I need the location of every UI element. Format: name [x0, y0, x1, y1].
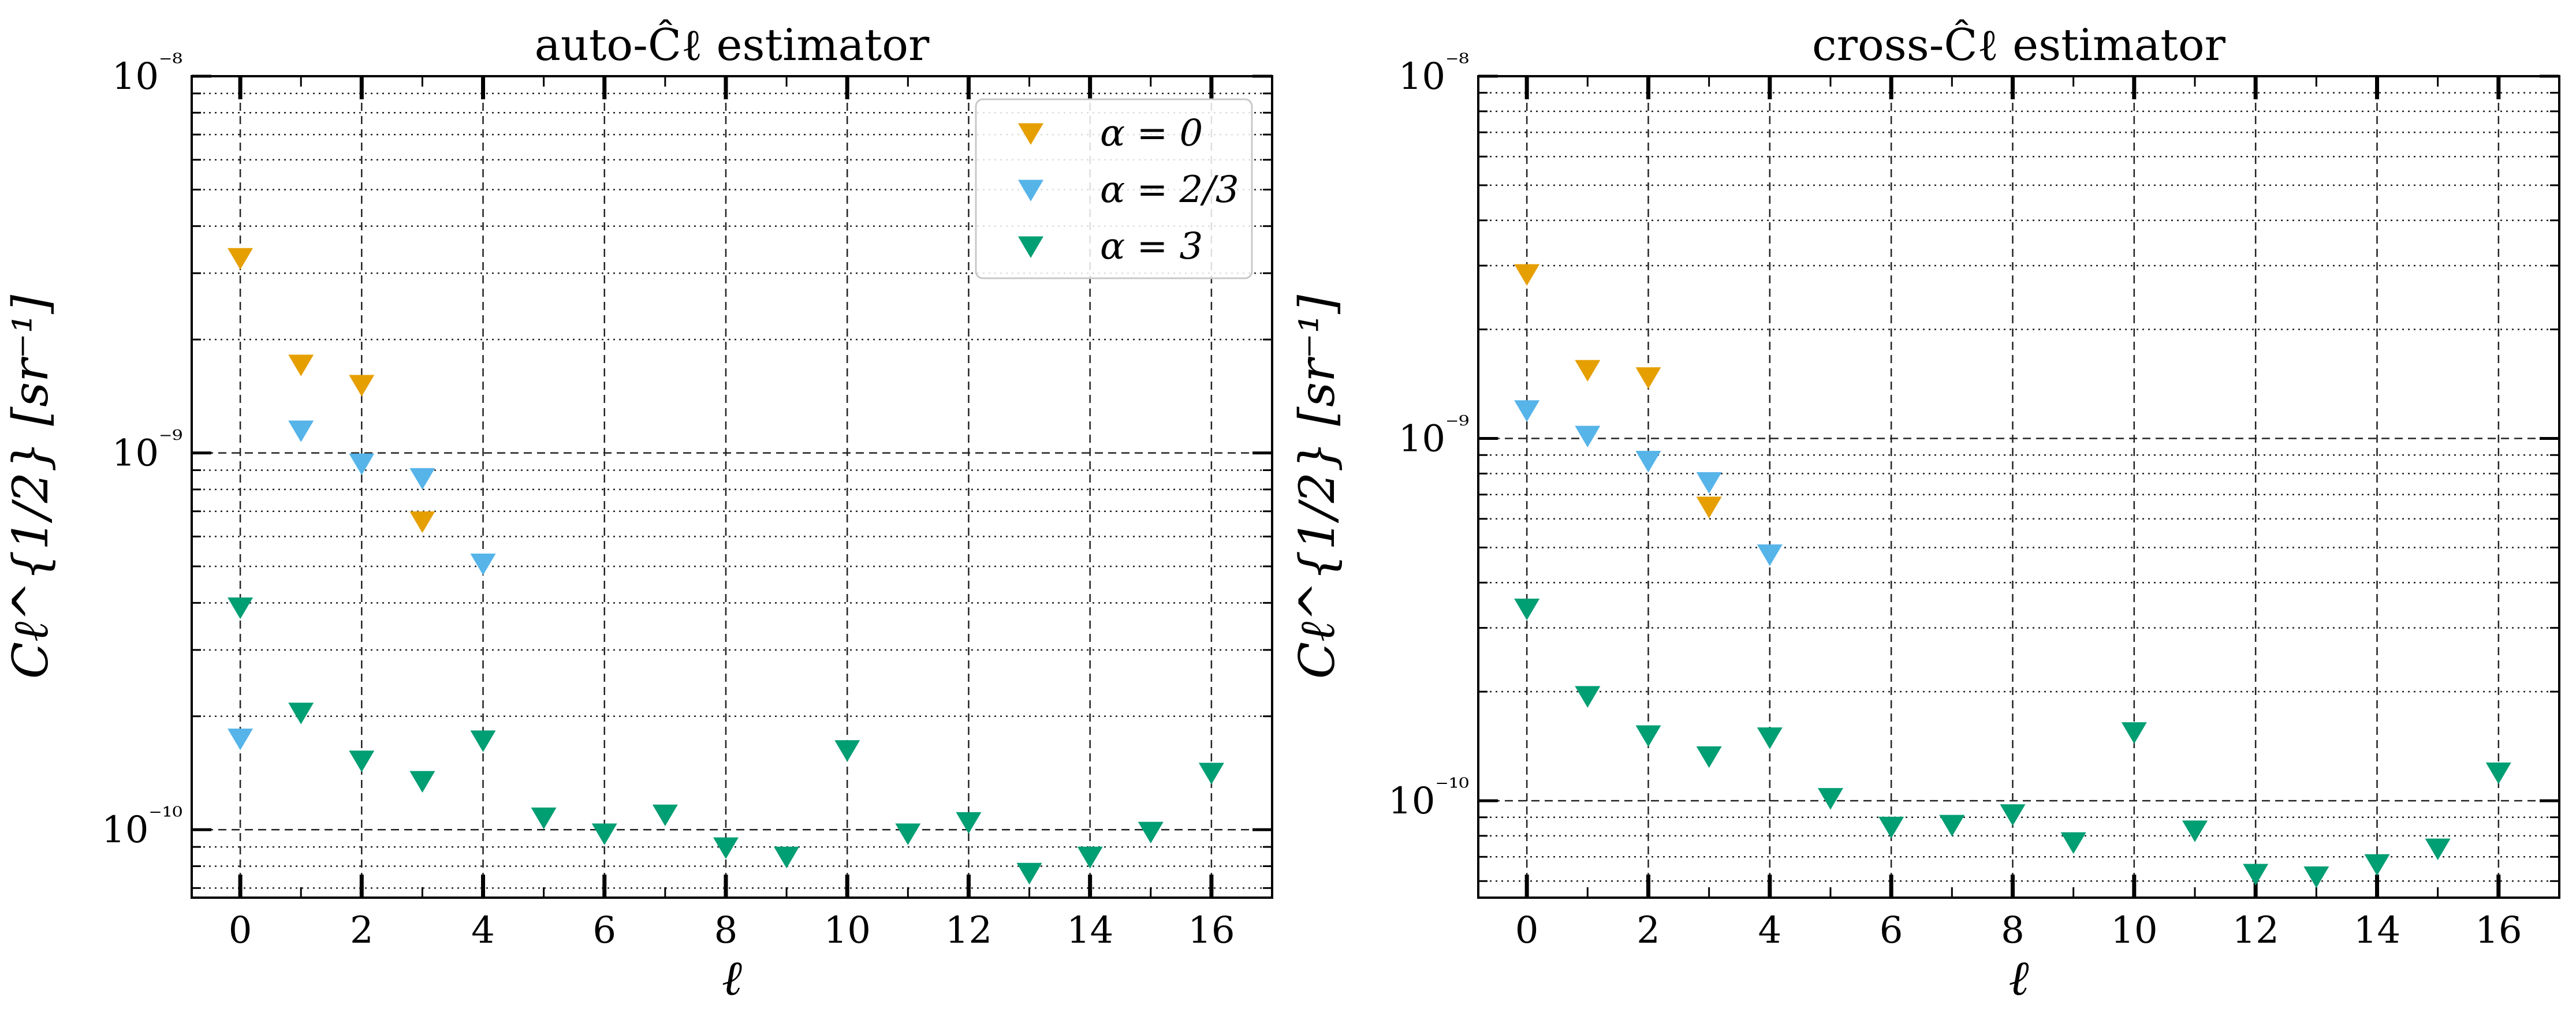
x-tick-label: 2 — [350, 909, 374, 952]
data-point-marker — [1757, 544, 1783, 566]
y-tick-label: 10⁻⁹ — [1399, 411, 1469, 461]
y-tick-label: 10⁻¹⁰ — [1388, 773, 1469, 823]
data-point-marker — [409, 771, 435, 793]
data-point-marker — [1016, 862, 1042, 885]
legend-label: α = 0 — [1100, 112, 1203, 155]
x-tick-label: 6 — [592, 909, 616, 952]
x-axis-label: ℓ — [722, 950, 742, 1006]
x-tick-label: 16 — [2475, 909, 2522, 952]
legend-marker — [1018, 180, 1043, 201]
data-point-marker — [2000, 804, 2026, 826]
y-tick-label: 10⁻⁸ — [112, 48, 182, 98]
x-tick-label: 0 — [1515, 909, 1539, 952]
data-point-marker — [288, 420, 314, 442]
data-point-marker — [591, 823, 617, 845]
x-tick-label: 2 — [1636, 909, 1660, 952]
data-point-marker — [1757, 727, 1783, 749]
data-point-marker — [531, 807, 557, 830]
legend-label: α = 2/3 — [1100, 169, 1239, 211]
data-point-marker — [409, 468, 435, 490]
data-point-marker — [2121, 722, 2147, 744]
plot-frame — [191, 75, 1273, 899]
x-tick-label: 16 — [1188, 909, 1235, 952]
data-point-marker — [2182, 820, 2208, 842]
data-point-marker — [2060, 832, 2086, 854]
data-point-marker — [652, 804, 678, 827]
data-point-marker — [288, 703, 314, 724]
legend-marker — [1018, 236, 1043, 258]
data-point-marker — [470, 553, 496, 576]
data-point-marker — [834, 740, 860, 762]
y-tick-label: 10⁻⁸ — [1399, 48, 1469, 98]
data-point-marker — [1514, 599, 1540, 621]
legend-marker — [1018, 123, 1043, 145]
data-point-marker — [1817, 788, 1843, 810]
data-point-marker — [470, 730, 496, 752]
data-point-marker — [1514, 400, 1540, 422]
data-point-marker — [1575, 686, 1601, 708]
data-point-marker — [1696, 746, 1722, 768]
data-point-marker — [1077, 846, 1103, 869]
data-point-marker — [2243, 864, 2269, 886]
x-tick-label: 10 — [823, 909, 870, 952]
data-point-marker — [1635, 450, 1661, 473]
y-axis-label: Cℓ^{1/2} [sr⁻¹] — [2, 295, 59, 679]
x-tick-label: 14 — [1067, 909, 1113, 952]
data-point-marker — [228, 597, 254, 619]
legend-label: α = 3 — [1100, 225, 1203, 268]
data-point-marker — [1939, 815, 1965, 837]
data-point-marker — [1635, 367, 1661, 389]
x-tick-label: 12 — [945, 909, 992, 952]
x-tick-label: 4 — [1758, 909, 1781, 952]
data-point-marker — [1514, 264, 1540, 286]
x-tick-label: 6 — [1880, 909, 1903, 952]
y-tick-label: 10⁻¹⁰ — [102, 802, 182, 851]
data-point-marker — [1878, 816, 1904, 839]
x-axis-label: ℓ — [2009, 950, 2029, 1006]
data-point-marker — [895, 823, 921, 845]
x-tick-label: 10 — [2111, 909, 2157, 952]
data-point-marker — [228, 248, 254, 270]
data-point-marker — [228, 729, 254, 750]
x-tick-label: 12 — [2232, 909, 2279, 952]
data-point-marker — [2364, 854, 2390, 876]
data-point-marker — [2425, 838, 2451, 861]
plot-frame — [1477, 75, 2560, 899]
data-point-marker — [1575, 425, 1601, 448]
data-point-marker — [409, 511, 435, 533]
x-tick-label: 8 — [2001, 909, 2025, 952]
data-point-marker — [1198, 763, 1224, 785]
x-tick-label: 0 — [229, 909, 252, 952]
y-tick-label: 10⁻⁹ — [112, 425, 182, 475]
data-point-marker — [774, 846, 800, 869]
data-point-marker — [713, 837, 739, 859]
data-point-marker — [349, 453, 375, 476]
cross-estimator-panel: 10⁻¹⁰ 10⁻⁹ 10⁻⁸ 0 2 4 6 8 10 12 14 16 cross-Ĉℓ estim… — [1289, 19, 2560, 1006]
data-point-marker — [2485, 762, 2511, 785]
data-point-marker — [2303, 866, 2329, 888]
data-point-marker — [288, 354, 314, 376]
y-axis-label: Cℓ^{1/2} [sr⁻¹] — [1289, 295, 1345, 679]
data-point-marker — [1138, 821, 1164, 843]
data-point-marker — [349, 750, 375, 772]
data-point-marker — [956, 812, 982, 834]
legend-box — [975, 98, 1253, 279]
panel-title: auto-Ĉℓ estimator — [535, 19, 930, 70]
data-point-marker — [1696, 496, 1722, 518]
auto-estimator-panel: 10⁻¹⁰ 10⁻⁹ 10⁻⁸ 0 2 4 6 8 10 12 14 16 auto-Ĉℓ estima… — [2, 19, 1273, 1006]
x-tick-label: 14 — [2354, 909, 2400, 952]
data-point-marker — [349, 375, 375, 397]
x-tick-label: 4 — [471, 909, 495, 952]
data-point-marker — [1635, 725, 1661, 747]
data-point-marker — [1575, 360, 1601, 382]
x-tick-label: 8 — [714, 909, 738, 952]
data-point-marker — [1696, 472, 1722, 494]
panel-title: cross-Ĉℓ estimator — [1812, 19, 2226, 70]
